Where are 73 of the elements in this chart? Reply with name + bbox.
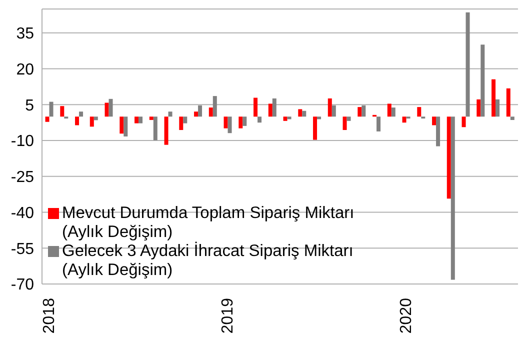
bar: [387, 104, 392, 117]
legend-label: Gelecek 3 Aydaki İhracat Sipariş Miktarı (Aylık Değişim): [62, 242, 354, 280]
y-tick-label: -10: [10, 133, 34, 150]
bar: [212, 96, 217, 117]
bar: [164, 116, 168, 145]
y-tick-label: -40: [10, 204, 34, 222]
bar: [492, 79, 496, 117]
bar: [242, 116, 247, 126]
bar: [120, 116, 124, 134]
bar: [90, 116, 94, 127]
legend-label: Mevcut Durumda Toplam Sipariş Miktarı (Aylık Değişim): [62, 204, 356, 242]
bar: [328, 98, 332, 117]
x-tick-label: 2020: [398, 298, 415, 334]
y-tick-label: 20: [16, 61, 34, 78]
bar: [402, 116, 406, 123]
bar: [476, 99, 481, 117]
x-tick-label: 2018: [40, 298, 58, 334]
y-tick-label: -25: [10, 169, 34, 186]
bar: [228, 116, 232, 134]
bar: [254, 98, 258, 117]
bar: [480, 44, 485, 117]
bar: [506, 88, 510, 117]
bar: [287, 116, 292, 120]
y-tick-label: -70: [10, 276, 34, 294]
bar: [391, 108, 396, 117]
y-tick-label: 35: [16, 26, 34, 43]
bar: [208, 108, 213, 117]
bar: [417, 107, 422, 117]
bar: [376, 116, 381, 132]
bar: [194, 112, 198, 117]
bar: [198, 105, 202, 117]
bar: [446, 116, 451, 199]
bar: [302, 110, 306, 117]
bar: [317, 116, 322, 120]
bar: [49, 102, 54, 117]
bar: [224, 116, 228, 128]
bar: [168, 112, 172, 117]
bar: [496, 99, 500, 117]
bar: [138, 116, 143, 124]
bar: [94, 116, 98, 120]
bar: [436, 116, 440, 146]
bar: [238, 116, 243, 128]
bar: [313, 116, 318, 140]
bar: [153, 116, 158, 140]
bar: [510, 116, 514, 120]
y-tick-label: 5: [25, 97, 34, 114]
bar: [358, 107, 362, 117]
bar: [283, 116, 288, 121]
bar: [346, 116, 351, 121]
bar: [466, 12, 470, 117]
bar: [332, 105, 336, 117]
bar: [60, 106, 64, 117]
bar: [272, 98, 276, 117]
y-tick-label: -55: [10, 240, 34, 258]
x-tick-label: 2019: [219, 298, 236, 334]
bar: [79, 112, 84, 117]
bar: [104, 102, 109, 117]
bar: [75, 116, 80, 126]
bar: [124, 116, 128, 136]
bar: [134, 116, 139, 124]
bar: [258, 116, 262, 123]
bar: [108, 98, 113, 117]
bar: [183, 116, 188, 124]
bar: [45, 116, 50, 122]
bar: [450, 116, 455, 280]
bar: [149, 116, 154, 120]
bar: [268, 104, 272, 117]
bar: [462, 116, 466, 128]
bar: [342, 116, 347, 130]
bar: [179, 116, 184, 130]
bar: [362, 105, 366, 117]
bar: [298, 109, 302, 117]
bar: [432, 116, 436, 126]
